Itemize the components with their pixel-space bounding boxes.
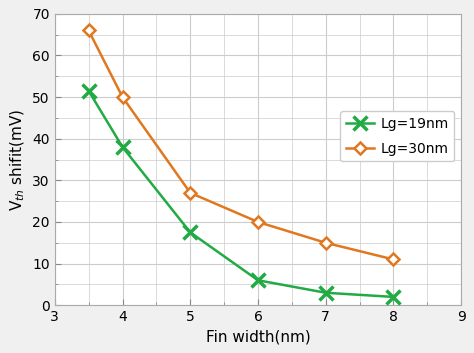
Line: Lg=19nm: Lg=19nm [82,84,401,304]
Lg=30nm [255,220,261,224]
Lg=19nm [86,89,91,93]
X-axis label: Fin width(nm): Fin width(nm) [206,330,310,345]
Lg=19nm [255,278,261,282]
Lg=30nm [323,241,328,245]
Y-axis label: V$_{th}$ shifit(mV): V$_{th}$ shifit(mV) [9,108,27,211]
Line: Lg=30nm: Lg=30nm [84,26,398,264]
Lg=19nm [391,295,396,299]
Lg=30nm [187,191,193,195]
Lg=19nm [119,145,125,149]
Lg=19nm [323,291,328,295]
Lg=19nm [187,230,193,234]
Legend: Lg=19nm, Lg=30nm: Lg=19nm, Lg=30nm [340,111,454,161]
Lg=30nm [391,257,396,262]
Lg=30nm [119,95,125,99]
Lg=30nm [86,28,91,32]
